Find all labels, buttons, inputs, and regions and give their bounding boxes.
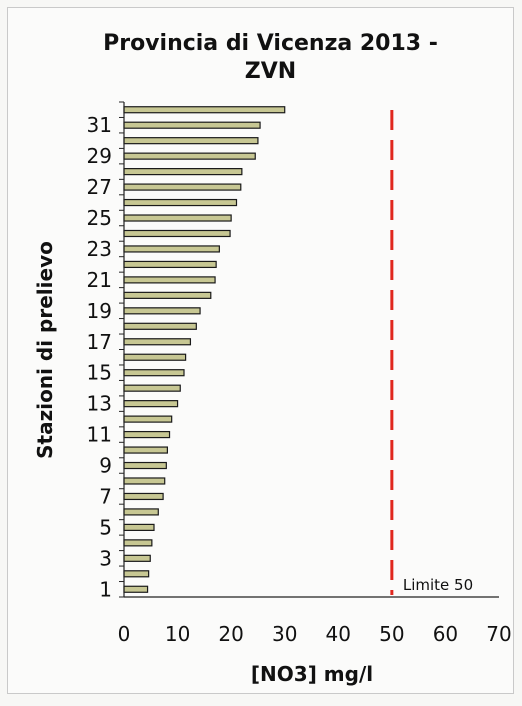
- y-tick-label: 5: [99, 515, 112, 539]
- chart-title-line-1: Provincia di Vicenza 2013 -: [103, 31, 438, 56]
- bar-station-16: [123, 353, 187, 361]
- bar-station-30: [123, 137, 259, 145]
- bar-station-2: [123, 570, 150, 578]
- y-tick-label: 31: [87, 113, 112, 137]
- y-tick-label: 27: [87, 175, 112, 199]
- bar-station-17: [123, 338, 192, 346]
- y-tick-label: 25: [87, 206, 112, 230]
- y-tick-label: 3: [99, 546, 112, 570]
- bar-station-32: [123, 106, 286, 114]
- bar-station-13: [123, 400, 179, 408]
- y-tick-label: 23: [87, 237, 112, 261]
- bar-station-14: [123, 384, 181, 392]
- bar-station-10: [123, 446, 168, 454]
- y-tick-label: 9: [99, 454, 112, 478]
- bar-station-8: [123, 477, 166, 485]
- x-tick-label: 10: [165, 622, 190, 646]
- x-tick-label: 30: [272, 622, 297, 646]
- x-tick-label: 50: [379, 622, 404, 646]
- bar-station-24: [123, 229, 231, 238]
- bar-station-19: [123, 307, 201, 315]
- y-tick-label: 19: [87, 299, 112, 323]
- bar-station-20: [123, 291, 212, 299]
- bar-station-21: [123, 276, 216, 284]
- bar-station-18: [123, 322, 197, 330]
- bar-station-7: [123, 492, 164, 501]
- bar-station-4: [123, 539, 153, 547]
- chart-title: Provincia di Vicenza 2013 - ZVN: [18, 30, 522, 86]
- bar-station-1: [123, 585, 149, 593]
- bar-station-6: [123, 508, 159, 516]
- y-tick-label: 13: [87, 392, 112, 416]
- bar-station-23: [123, 245, 220, 253]
- bar-station-27: [123, 183, 242, 191]
- bar-station-29: [123, 152, 256, 160]
- bar-station-5: [123, 523, 155, 531]
- bar-station-28: [123, 168, 243, 176]
- limit-line-group: Limite 50: [390, 110, 473, 595]
- chart-frame: [7, 7, 514, 694]
- bars-group: [123, 106, 286, 593]
- bar-station-22: [123, 260, 217, 269]
- axes-group: [119, 101, 499, 598]
- y-tick-label: 17: [87, 330, 112, 354]
- bar-station-25: [123, 214, 232, 222]
- y-axis-label: Stazioni di prelievo: [33, 241, 57, 459]
- y-tick-label: 21: [87, 268, 112, 292]
- y-tick-label: 15: [87, 361, 112, 385]
- x-tick-label: 0: [118, 622, 131, 646]
- bar-station-12: [123, 415, 173, 423]
- bar-station-26: [123, 198, 238, 207]
- bar-station-11: [123, 430, 171, 439]
- x-tick-label: 20: [218, 622, 243, 646]
- y-tick-label: 7: [99, 484, 112, 508]
- x-tick-label: 40: [326, 622, 351, 646]
- x-tick-label: 70: [486, 622, 511, 646]
- y-tick-label: 29: [87, 144, 112, 168]
- bar-station-15: [123, 369, 185, 377]
- bar-station-31: [123, 121, 261, 129]
- bar-station-3: [123, 554, 151, 562]
- limit-label: Limite 50: [403, 576, 473, 594]
- bar-station-9: [123, 461, 167, 470]
- chart-title-line-2: ZVN: [244, 59, 297, 84]
- x-axis-label: [NO3] mg/l: [251, 662, 373, 686]
- x-tick-label: 60: [433, 622, 458, 646]
- y-tick-label: 1: [99, 577, 112, 601]
- y-tick-label: 11: [87, 423, 112, 447]
